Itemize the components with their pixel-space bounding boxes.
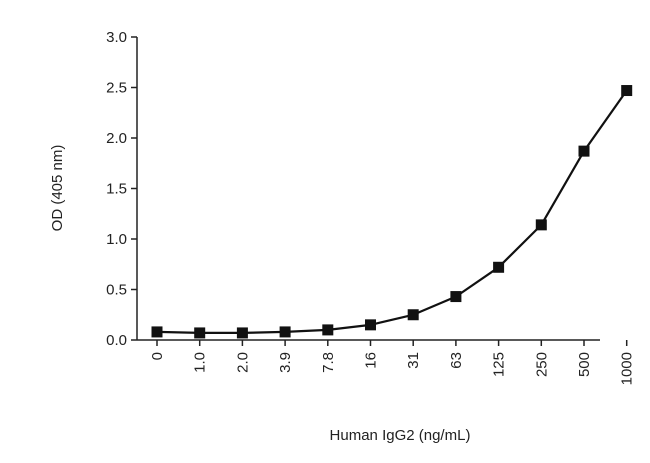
y-tick-label: 2.5 xyxy=(106,80,127,97)
data-point xyxy=(322,324,334,336)
x-axis-title: Human IgG2 (ng/mL) xyxy=(330,427,471,444)
data-point xyxy=(493,261,505,273)
x-tick-label: 500 xyxy=(576,352,593,377)
data-series xyxy=(151,85,633,339)
y-axis: 0.0 0.5 1.0 1.5 2.0 2.5 3.0 xyxy=(106,29,138,349)
x-tick-label: 2.0 xyxy=(234,352,251,373)
data-point xyxy=(194,327,206,339)
data-point xyxy=(236,327,248,339)
data-point xyxy=(365,319,376,331)
y-tick-label: 0.0 xyxy=(106,332,127,349)
data-point xyxy=(450,291,462,303)
x-axis: 0 1.0 2.0 3.9 7.8 16 31 63 125 250 500 1000 xyxy=(137,339,636,385)
series-line xyxy=(156,89,628,334)
data-point xyxy=(535,219,547,231)
x-tick-label: 125 xyxy=(491,352,508,377)
x-tick-label: 31 xyxy=(405,352,422,369)
x-tick-label: 1.0 xyxy=(192,352,209,373)
x-tick-label: 0 xyxy=(149,352,166,360)
x-tick-label: 1000 xyxy=(619,352,636,385)
x-tick-label: 7.8 xyxy=(320,352,337,373)
x-tick-label: 16 xyxy=(363,352,380,369)
x-tick-label: 3.9 xyxy=(277,352,294,373)
y-tick-label: 0.5 xyxy=(106,282,127,299)
data-point xyxy=(578,145,590,157)
y-tick-label: 2.0 xyxy=(106,130,127,147)
y-tick-label: 1.5 xyxy=(106,181,127,198)
y-tick-label: 3.0 xyxy=(106,29,127,46)
y-axis-title: OD (405 nm) xyxy=(49,145,66,232)
data-point xyxy=(407,309,419,321)
data-point xyxy=(151,326,163,338)
data-point xyxy=(279,326,291,338)
data-point xyxy=(621,85,633,97)
y-tick-label: 1.0 xyxy=(106,231,127,248)
x-tick-label: 250 xyxy=(533,352,550,377)
x-tick-label: 63 xyxy=(448,352,465,369)
